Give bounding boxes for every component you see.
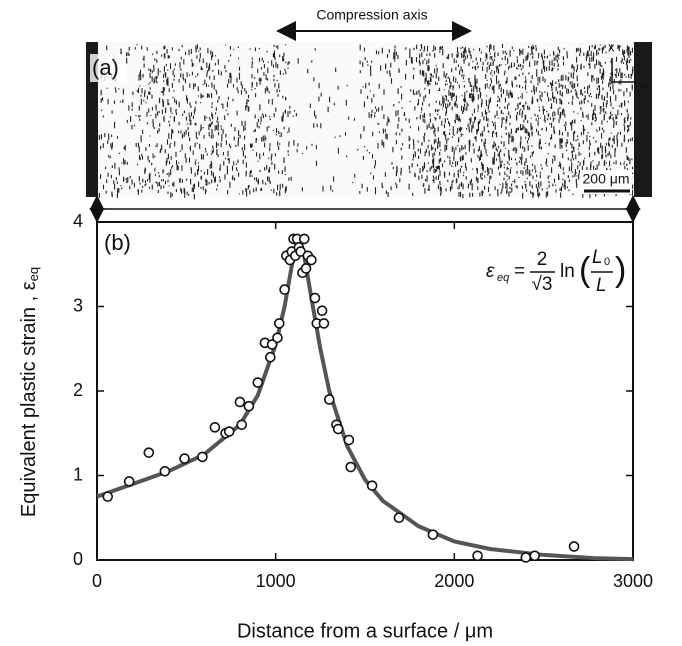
- data-point: [345, 461, 357, 473]
- data-point: [300, 263, 312, 274]
- data-point: [343, 434, 355, 446]
- data-point: [159, 465, 171, 477]
- data-point: [298, 233, 310, 245]
- y-axis-label-main: Equivalent plastic strain , ε: [18, 281, 40, 517]
- data-point: [234, 396, 246, 408]
- fit-curve: [96, 237, 634, 562]
- data-point: [273, 318, 285, 329]
- scale-label: 200 μm: [583, 171, 630, 187]
- x-tick-label: 3000: [613, 571, 653, 591]
- eq-num: 2: [537, 249, 548, 270]
- micrograph: [84, 42, 652, 197]
- eq-paren: (: [579, 251, 591, 289]
- data-point: [472, 550, 483, 562]
- data-point: [243, 400, 255, 412]
- x-axis-label: Distance from a surface / μm: [237, 620, 493, 642]
- axis-icon-label: x: [608, 39, 615, 54]
- data-point: [143, 447, 155, 458]
- data-point: [179, 453, 190, 464]
- x-tick-label: 2000: [434, 571, 474, 591]
- eq-den: √3: [532, 274, 553, 295]
- micrograph-texture: [98, 44, 634, 200]
- data-point: [332, 423, 344, 435]
- micrograph-edge: [634, 42, 652, 197]
- x-tick-label: 0: [92, 571, 102, 591]
- data-point: [520, 552, 532, 563]
- label-bg: [90, 54, 126, 82]
- eq-equals: =: [514, 261, 525, 282]
- eq-ln: ln: [560, 261, 575, 282]
- data-point: [323, 394, 335, 405]
- data-point: [393, 512, 405, 524]
- data-point: [318, 318, 330, 329]
- y-axis-label-sub: eq: [26, 267, 41, 281]
- y-tick-label: 2: [73, 380, 83, 400]
- eq-lhs: ε: [486, 261, 495, 282]
- data-point: [123, 476, 135, 487]
- y-tick-label: 4: [73, 211, 83, 231]
- data-point: [427, 529, 439, 540]
- data-point: [309, 292, 321, 304]
- axis-icon-label: y: [640, 77, 647, 92]
- data-point: [279, 284, 290, 295]
- panel-label: (a): [92, 55, 119, 80]
- data-point: [197, 451, 208, 463]
- data-point: [266, 339, 278, 350]
- data-point: [265, 351, 276, 363]
- y-tick-label: 1: [73, 464, 83, 484]
- x-tick-label: 1000: [256, 571, 296, 591]
- micrograph-specks: [98, 44, 634, 200]
- data-point: [252, 377, 264, 388]
- plot: 0 1000 2000 3000 0 1 2 3 4: [73, 211, 653, 591]
- data-point: [316, 305, 328, 317]
- data-point: [568, 541, 580, 552]
- data-point: [102, 491, 114, 502]
- data-point: [306, 254, 317, 266]
- panel-label: (b): [104, 230, 131, 255]
- equation: ε eq = 2 √3 ln ( L 0 L ): [486, 247, 626, 296]
- data-point: [236, 419, 248, 431]
- eq-den2: L: [596, 275, 607, 296]
- data-point: [209, 422, 221, 433]
- data-point: [529, 550, 541, 562]
- y-tick-label: 0: [73, 549, 83, 569]
- y-axis-label: Equivalent plastic strain , εeq: [18, 267, 41, 517]
- eq-paren: ): [615, 251, 626, 289]
- eq-lhs-sub: eq: [497, 272, 510, 284]
- eq-num2: L: [592, 247, 603, 268]
- eq-num2-sub: 0: [604, 256, 610, 268]
- data-point: [223, 426, 235, 437]
- data-point: [272, 332, 283, 344]
- arrow-label: Compression axis: [316, 7, 427, 23]
- y-tick-label: 3: [73, 295, 83, 315]
- data-point: [366, 480, 378, 491]
